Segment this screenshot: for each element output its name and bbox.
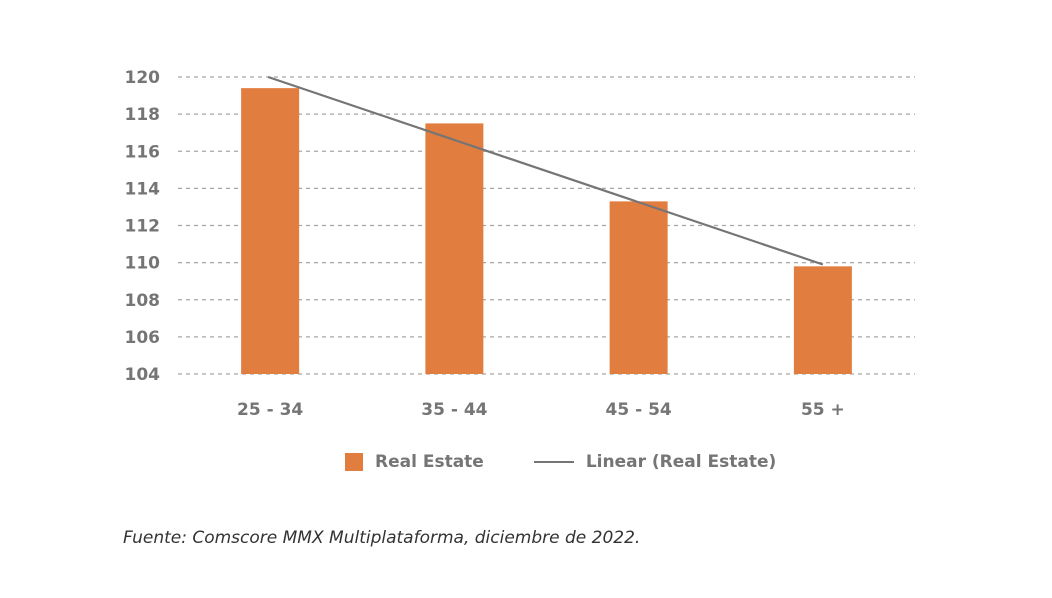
legend: Real Estate Linear (Real Estate)	[345, 452, 776, 472]
legend-label-real-estate: Real Estate	[375, 452, 484, 472]
y-tick-label: 116	[125, 142, 161, 162]
x-tick-label: 55 +	[801, 400, 845, 420]
bar-3544	[425, 123, 484, 374]
bar-4554	[609, 201, 668, 374]
bar-55	[793, 266, 852, 374]
trendline	[267, 75, 824, 266]
chart-area: 104 106 108 110 112 114 116 118 120 25 - 34 35 - 4…	[125, 68, 915, 420]
y-tick-label: 104	[125, 365, 161, 385]
y-tick-label: 110	[125, 254, 161, 274]
y-tick-label: 112	[125, 217, 161, 237]
y-tick-label: 108	[125, 291, 161, 311]
y-tick-label: 118	[125, 105, 161, 125]
legend-line-trend	[533, 461, 574, 463]
x-tick-label: 45 - 54	[606, 400, 672, 420]
y-tick-label: 120	[125, 68, 161, 88]
x-tick-label: 25 - 34	[237, 400, 303, 420]
legend-label-trendline: Linear (Real Estate)	[585, 452, 777, 472]
bar-2534	[241, 88, 300, 374]
y-tick-label: 114	[125, 179, 161, 199]
x-tick-label: 35 - 44	[421, 400, 487, 420]
source-note: Fuente: Comscore MMX Multiplataforma, di…	[123, 528, 641, 548]
legend-swatch-real-estate	[345, 453, 363, 471]
y-tick-label: 106	[125, 328, 161, 348]
